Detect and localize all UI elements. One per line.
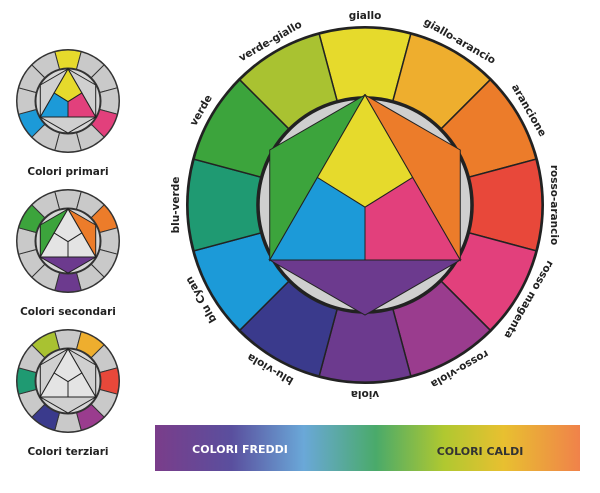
inner-blue — [268, 176, 366, 261]
wheel-label: giallo — [349, 10, 382, 22]
small-segment — [31, 191, 61, 219]
inner-blue — [39, 92, 69, 118]
small-caption: Colori terziari — [27, 446, 108, 458]
gradient-bar — [155, 425, 580, 471]
small-wheel: Colori primari — [16, 49, 120, 178]
small-caption: Colori primari — [27, 166, 108, 178]
small-segment — [31, 51, 61, 79]
wheel-label: viola — [351, 388, 379, 400]
inner-blue — [39, 372, 69, 398]
small-caption: Colori secondari — [20, 306, 116, 318]
small-segment — [31, 331, 61, 359]
wheel-segment — [238, 33, 338, 130]
small-wheel: Colori terziari — [16, 329, 120, 458]
big-wheel: giallo giallo-arancioarancionerosso-aranc… — [170, 10, 560, 400]
warm-label: COLORI CALDI — [437, 445, 524, 458]
inner-blue — [39, 232, 69, 258]
small-wheel: Colori secondari — [16, 189, 120, 318]
cold-label: COLORI FREDDI — [192, 443, 288, 456]
wheel-label: rosso-arancio — [548, 165, 560, 245]
wheel-label: blu-verde — [170, 177, 182, 234]
small-wheels: Colori primari Colori secondari Colori ter… — [16, 49, 120, 458]
